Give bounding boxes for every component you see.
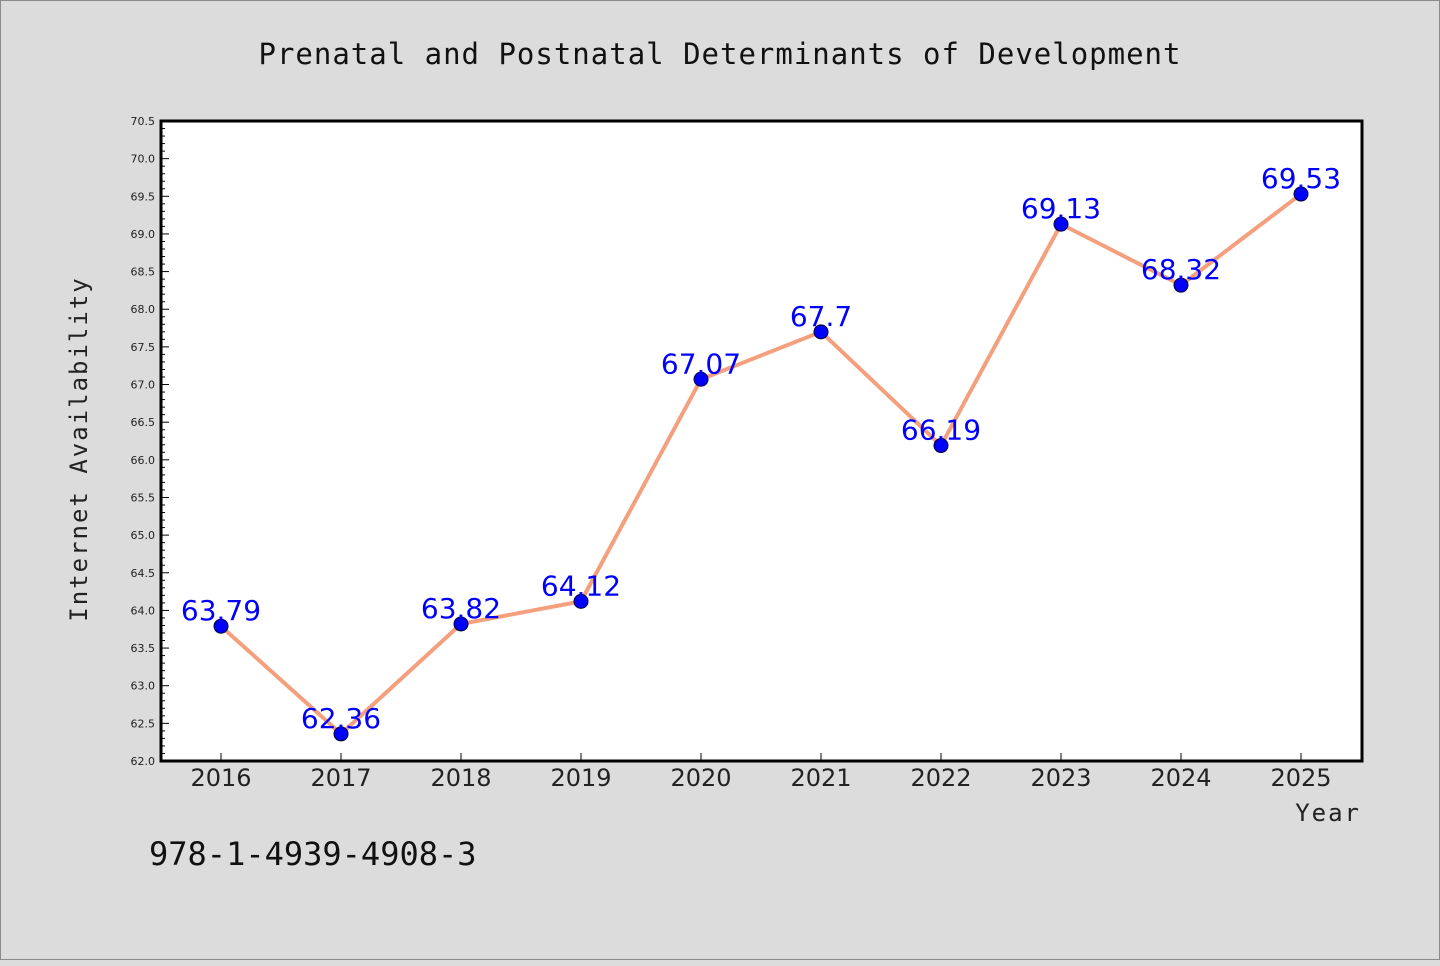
y-tick-label: 64.5	[131, 567, 156, 580]
y-tick-label: 67.0	[131, 379, 156, 392]
data-point	[573, 593, 589, 609]
y-tick-label: 68.0	[131, 303, 156, 316]
x-tick-label: 2019	[550, 764, 611, 792]
x-tick-label: 2020	[670, 764, 731, 792]
y-tick-label: 65.5	[131, 491, 156, 504]
y-tick-label: 69.0	[131, 228, 156, 241]
data-point	[933, 438, 949, 454]
data-point	[1293, 186, 1309, 202]
x-axis: 2016 2017 2018 2019 2020 2021 2022 2023 2024 2025	[190, 753, 1332, 792]
x-tick-label: 2021	[790, 764, 851, 792]
data-point	[1173, 277, 1189, 293]
y-tick-label: 65.0	[131, 529, 156, 542]
y-tick-label: 70.5	[131, 115, 156, 128]
y-tick-label: 68.5	[131, 266, 156, 279]
series-line	[219, 192, 1303, 736]
isbn-annotation: 978-1-4939-4908-3	[149, 835, 477, 873]
x-tick-label: 2025	[1270, 764, 1331, 792]
data-labels: 63.79 62.36 63.82 64.12 67.07 67.7 66.19 69.13 6…	[181, 162, 1341, 735]
data-label: 69.13	[1021, 192, 1101, 225]
y-tick-label: 63.0	[131, 680, 156, 693]
data-point	[333, 726, 349, 742]
y-axis-label: Internet Availability	[65, 276, 93, 621]
y-tick-label: 67.5	[131, 341, 156, 354]
x-tick-label: 2017	[310, 764, 371, 792]
x-tick-label: 2023	[1030, 764, 1091, 792]
plot-area	[159, 119, 1364, 763]
y-tick-label: 66.0	[131, 454, 156, 467]
x-axis-label: Year	[1295, 799, 1361, 827]
data-point	[693, 371, 709, 387]
x-tick-label: 2018	[430, 764, 491, 792]
data-label: 63.79	[181, 594, 261, 627]
data-label: 63.82	[421, 592, 501, 625]
series-markers	[213, 186, 1309, 742]
data-point	[213, 618, 229, 634]
y-tick-label: 62.0	[131, 755, 156, 768]
data-label: 68.32	[1141, 253, 1221, 286]
x-tick-label: 2022	[910, 764, 971, 792]
data-label: 62.36	[301, 702, 381, 735]
x-tick-label: 2016	[190, 764, 251, 792]
y-axis: 62.0 62.5 63.0 63.5 64.0 64.5 65.0 65.5 66.0 66.5…	[131, 115, 169, 768]
data-label: 69.53	[1261, 162, 1341, 195]
y-tick-label: 62.5	[131, 717, 156, 730]
y-tick-label: 70.0	[131, 153, 156, 166]
y-tick-label: 64.0	[131, 604, 156, 617]
x-tick-label: 2024	[1150, 764, 1211, 792]
data-point	[453, 616, 469, 632]
series-polyline	[219, 192, 1303, 736]
y-tick-label: 63.5	[131, 642, 156, 655]
chart-title: Prenatal and Postnatal Determinants of D…	[259, 37, 1182, 71]
data-label: 66.19	[901, 414, 981, 447]
y-tick-label: 69.5	[131, 190, 156, 203]
data-label: 67.07	[661, 347, 741, 380]
y-tick-label: 66.5	[131, 416, 156, 429]
data-point	[1053, 216, 1069, 232]
data-point	[813, 324, 829, 340]
data-label: 67.7	[790, 300, 852, 333]
data-label: 64.12	[541, 569, 621, 602]
